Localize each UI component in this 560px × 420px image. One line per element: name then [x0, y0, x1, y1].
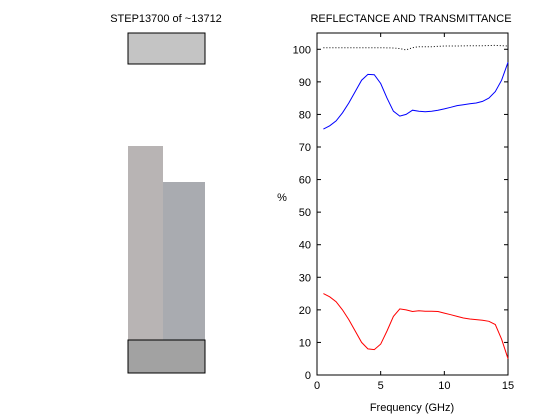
y-tick-label: 50: [299, 207, 311, 219]
y-tick-label: 40: [299, 240, 311, 252]
mid-right-block: [163, 182, 205, 340]
y-tick-label: 100: [293, 44, 311, 56]
y-axis-label: %: [277, 192, 287, 204]
y-tick-label: 0: [305, 370, 311, 382]
series-line-0: [323, 62, 509, 130]
y-tick-label: 10: [299, 337, 311, 349]
x-tick-label: 0: [314, 380, 320, 392]
y-tick-label: 20: [299, 305, 311, 317]
y-tick-label: 70: [299, 142, 311, 154]
top-block: [127, 32, 206, 65]
y-tick-label: 60: [299, 175, 311, 187]
series-line-2: [323, 44, 509, 51]
mid-left-block: [128, 146, 163, 340]
chart-title: REFLECTANCE AND TRANSMITTANCE: [310, 13, 511, 25]
x-axis-label: Frequency (GHz): [370, 402, 454, 414]
series-line-1: [323, 293, 509, 359]
x-tick-label: 15: [502, 380, 514, 392]
plot-area: [316, 32, 509, 376]
y-tick-label: 80: [299, 109, 311, 121]
y-tick-label: 90: [299, 77, 311, 89]
y-tick-label: 30: [299, 272, 311, 284]
bottom-block: [127, 339, 206, 374]
reflectance-chart: REFLECTANCE AND TRANSMITTANCE Frequency …: [277, 13, 514, 414]
left-panel-title: STEP13700 of ~13712: [110, 13, 222, 25]
x-tick-label: 10: [438, 380, 450, 392]
x-tick-label: 5: [378, 380, 384, 392]
